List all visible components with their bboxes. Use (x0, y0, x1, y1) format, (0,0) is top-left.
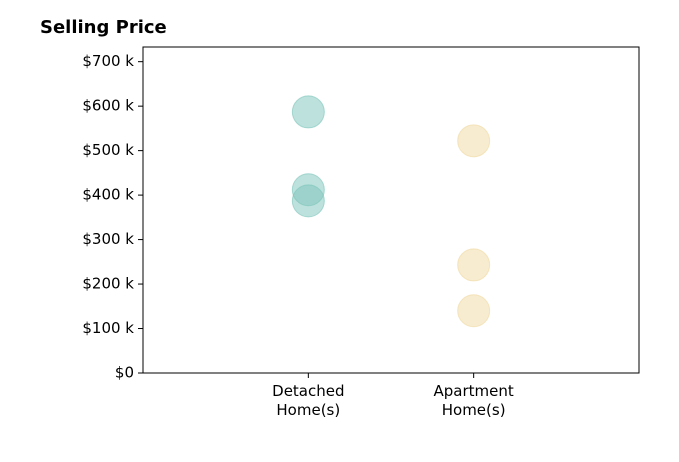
point (291, 95, 325, 129)
y-tick-label: $200 k (82, 275, 134, 293)
y-tick-label: $0 (115, 364, 134, 382)
chart-title: Selling Price (40, 17, 167, 38)
point (457, 294, 491, 328)
point (291, 184, 325, 218)
y-tick-label: $400 k (82, 186, 134, 204)
point (457, 124, 491, 158)
y-tick-label: $500 k (82, 141, 134, 159)
plot-frame (142, 46, 640, 374)
y-tick-label: $300 k (82, 230, 134, 248)
y-tick-label: $600 k (82, 97, 134, 115)
x-tick-label: Detached Home(s) (272, 382, 345, 419)
y-tick-label: $100 k (82, 319, 134, 337)
y-tick-label: $700 k (82, 52, 134, 70)
x-tick-label: Apartment Home(s) (433, 382, 514, 419)
point (457, 248, 491, 282)
